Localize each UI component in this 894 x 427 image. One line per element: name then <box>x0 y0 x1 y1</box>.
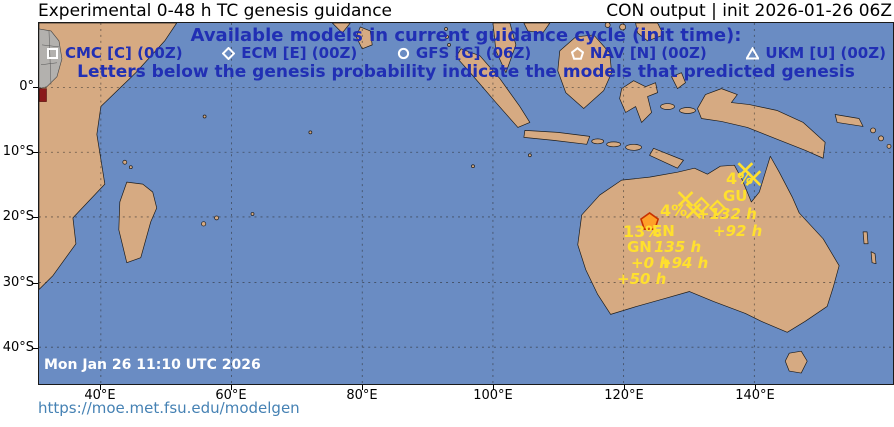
source-url-link[interactable]: https://moe.met.fsu.edu/modelgen <box>38 399 300 417</box>
nicobar-island <box>447 43 451 47</box>
tasmania-island <box>784 350 808 374</box>
comoros-island <box>128 165 133 170</box>
genesis-diamond-marker <box>708 199 726 217</box>
rodrigues-island <box>250 212 255 216</box>
solomon-island <box>878 135 884 142</box>
genesis-x-marker <box>677 191 694 207</box>
lon-tick-label: 40°E <box>84 388 116 403</box>
tick-mark <box>755 385 756 390</box>
land-layer <box>39 23 892 374</box>
highlight-region <box>39 88 47 102</box>
grid-layer <box>39 23 893 384</box>
genesis-models-label: GU <box>723 187 748 205</box>
malay-peninsula <box>492 23 517 74</box>
solomon-island <box>886 143 892 149</box>
genesis-markers-layer <box>640 162 762 230</box>
lon-tick-label: 60°E <box>215 388 247 403</box>
indochina-coast <box>523 23 551 34</box>
genesis-time-label: +0 h <box>631 254 670 272</box>
lat-tick-label: 0° <box>19 79 34 94</box>
bali-island <box>591 138 605 145</box>
buru-island <box>660 103 675 110</box>
genesis-models-label: GN <box>627 238 652 256</box>
sri-lanka-island <box>355 26 373 50</box>
sumbawa-island <box>606 141 621 148</box>
genesis-prob-label: 4% <box>660 201 688 220</box>
tick-mark <box>100 385 101 390</box>
comoros-island <box>122 159 128 165</box>
andaman-island <box>445 35 449 39</box>
philippines-islands <box>619 23 626 31</box>
india-south-tip <box>331 23 351 34</box>
sumatra-island <box>455 48 531 128</box>
genesis-x-marker <box>685 203 702 219</box>
genesis-time-label: 135 h <box>654 238 702 256</box>
lon-tick-label: 140°E <box>735 388 775 403</box>
tick-mark <box>33 152 38 153</box>
africa-inset-region <box>39 28 63 102</box>
cocos-island <box>471 164 475 169</box>
chagos-island <box>308 130 313 135</box>
andaman-island <box>444 27 448 31</box>
lon-tick-label: 80°E <box>346 388 378 403</box>
tick-mark <box>33 87 38 88</box>
product-init-label: CON output | init 2026-01-26 06Z <box>606 1 892 21</box>
tick-mark <box>33 348 38 349</box>
genesis-prob-label: 4% <box>726 169 754 188</box>
genesis-time-label: +132 h <box>697 205 757 223</box>
page-title: Experimental 0-48 h TC genesis guidance <box>38 1 392 21</box>
map-canvas <box>39 23 893 384</box>
tick-mark <box>231 385 232 390</box>
lon-tick-label: 100°E <box>473 388 513 403</box>
tick-mark <box>33 217 38 218</box>
tick-mark <box>624 385 625 390</box>
genesis-prob-label: 13% <box>623 222 662 241</box>
tick-mark <box>493 385 494 390</box>
genesis-pentagon-marker <box>640 211 660 230</box>
sulawesi-island <box>619 80 658 123</box>
palawan-island <box>604 23 611 28</box>
lon-tick-label: 120°E <box>604 388 644 403</box>
seychelles-island <box>202 114 207 119</box>
coral-sea-island <box>870 251 877 265</box>
solomon-island <box>870 127 876 134</box>
mauritius-island <box>214 215 219 221</box>
halmahera-island <box>671 72 686 89</box>
lat-tick-label: 30°S <box>2 275 34 290</box>
genesis-time-label: +50 h <box>617 270 667 288</box>
genesis-models-label: EN <box>652 222 675 240</box>
timor-island <box>649 147 684 169</box>
genesis-diamond-marker <box>692 196 710 214</box>
tick-mark <box>33 283 38 284</box>
map-area <box>38 22 894 385</box>
lat-tick-label: 10°S <box>2 144 34 159</box>
tick-mark <box>362 385 363 390</box>
reunion-island <box>201 221 207 227</box>
genesis-time-label: +92 h <box>713 222 763 240</box>
madagascar-island <box>118 181 158 264</box>
new-britain-island <box>834 114 864 127</box>
genesis-x-marker <box>745 170 762 187</box>
new-guinea-landmass <box>697 88 826 159</box>
coral-sea-island <box>862 231 869 245</box>
ceram-island <box>679 107 696 114</box>
flores-island <box>625 143 642 151</box>
genesis-time-label: +94 h <box>659 254 709 272</box>
lat-tick-label: 20°S <box>2 209 34 224</box>
christmas-island <box>528 153 532 158</box>
lat-tick-label: 40°S <box>2 340 34 355</box>
africa-landmass <box>39 23 178 290</box>
australia-landmass <box>577 155 840 333</box>
philippines-islands <box>635 23 664 42</box>
java-island <box>523 130 591 145</box>
map-timestamp: Mon Jan 26 11:10 UTC 2026 <box>44 357 261 373</box>
